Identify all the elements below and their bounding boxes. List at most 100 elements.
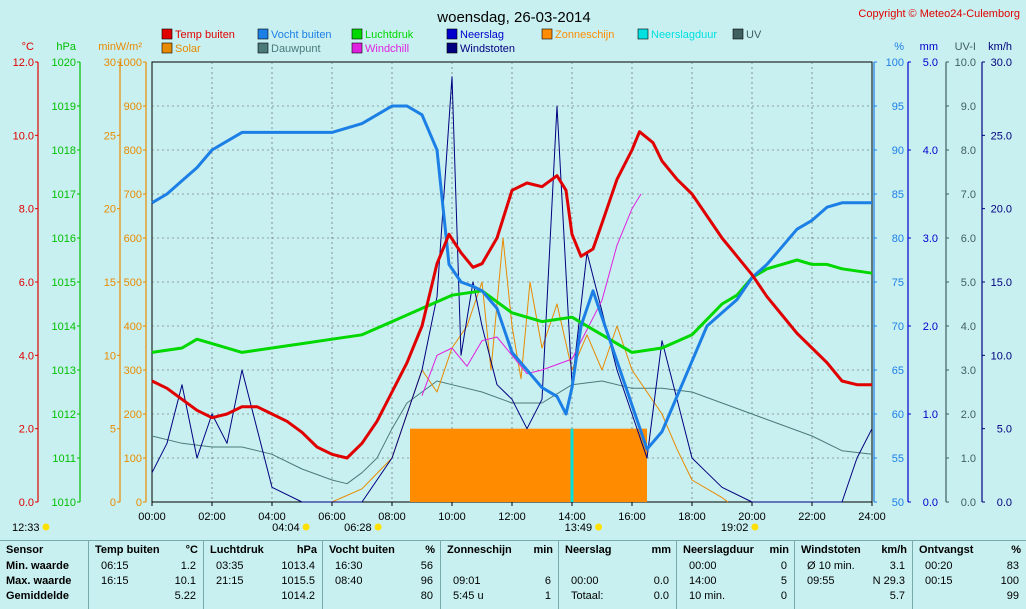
bar-neerslagduur <box>570 428 574 502</box>
stats-row: 21:15 1015.5 <box>204 575 323 589</box>
left-axis-tick-label: 0 <box>110 497 116 509</box>
right-axis-tick-label: 6.0 <box>961 233 976 245</box>
stats-unit: % <box>425 544 435 556</box>
stats-value: N 29.3 <box>872 575 905 587</box>
stats-row: 80 <box>323 590 441 604</box>
right-axis-tick-label: 5.0 <box>923 57 938 69</box>
stats-row: 14:00 5 <box>677 575 795 589</box>
stats-row: 06:15 1.2 <box>89 560 204 574</box>
stats-label: 00:00 <box>689 560 717 572</box>
right-axis-tick-label: 7.0 <box>961 189 976 201</box>
stats-header: Neerslagduur <box>683 544 754 556</box>
stats-column: Neerslagduur min 00:00 0 14:00 5 10 min. 0 <box>676 541 795 609</box>
x-axis-tick-label: 16:00 <box>618 511 646 523</box>
left-axis-tick-label: 400 <box>124 321 142 333</box>
stats-label: 5:45 u <box>453 590 484 602</box>
right-axis-tick-label: 8.0 <box>961 145 976 157</box>
left-axis-tick-label: 1012 <box>52 409 76 421</box>
stats-label: Ø 10 min. <box>807 560 855 572</box>
left-axis-tick-label: 600 <box>124 233 142 245</box>
stats-unit: mm <box>651 544 671 556</box>
left-axis-tick-label: 1016 <box>52 233 76 245</box>
bar-zonneschijn <box>410 428 449 502</box>
stats-unit: min <box>533 544 553 556</box>
right-axis-tick-label: 80 <box>892 233 904 245</box>
x-axis-tick-label: 14:00 <box>558 511 586 523</box>
stats-header: Temp buiten <box>95 544 160 556</box>
stats-column: Zonneschijn min 09:01 6 5:45 u 1 <box>440 541 559 609</box>
stats-label: 16:15 <box>101 575 129 587</box>
stats-row: 5.7 <box>795 590 913 604</box>
stats-value: 10.1 <box>174 575 196 587</box>
sun-time-label: 19:02 <box>721 522 749 534</box>
left-axis-unit: °C <box>22 41 34 53</box>
chart-legend: Temp buiten Vocht buiten Luchtdruk Neerslag… <box>161 28 762 55</box>
right-axis-tick-label: 65 <box>892 365 904 377</box>
right-axis-tick-label: 0.0 <box>997 497 1012 509</box>
legend-swatch-uv <box>732 28 744 40</box>
stats-label: 09:55 <box>807 575 835 587</box>
stats-row: 03:35 1013.4 <box>204 560 323 574</box>
stats-row <box>559 560 677 574</box>
x-axis-tick-label: 20:00 <box>738 511 766 523</box>
stats-column: Windstoten km/h Ø 10 min. 3.1 09:55 N 29.3 5.7 <box>794 541 913 609</box>
x-axis-tick-label: 00:00 <box>138 511 166 523</box>
stats-value: 1014.2 <box>281 590 315 602</box>
left-axis-unit: min <box>98 41 116 53</box>
chart-axes: °C 0.0 2.0 4.0 6.0 8.0 10.0 12.0 hPa 1010 1011 1012… <box>13 41 1012 509</box>
right-axis-tick-label: 2.0 <box>961 409 976 421</box>
left-axis-tick-label: 2.0 <box>19 424 34 436</box>
legend-swatch-neerslagduur <box>637 28 649 40</box>
x-axis-tick-label: 18:00 <box>678 511 706 523</box>
left-axis-tick-label: 6.0 <box>19 277 34 289</box>
stats-unit: °C <box>185 544 198 556</box>
stats-row: 00:00 0 <box>677 560 795 574</box>
sun-icon <box>751 523 759 531</box>
copyright-link[interactable]: Copyright © Meteo24-Culemborg <box>858 8 1020 20</box>
stats-header: Vocht buiten <box>329 544 395 556</box>
left-axis-tick-label: 300 <box>124 365 142 377</box>
stats-value: 1.2 <box>180 560 196 572</box>
legend-label-luchtdruk: Luchtdruk <box>365 29 414 41</box>
stats-column: Neerslag mm 00:00 0.0 Totaal: 0.0 <box>558 541 677 609</box>
stats-value: 0.0 <box>653 575 669 587</box>
left-axis-tick-label: 8.0 <box>19 204 34 216</box>
stats-row: Totaal: 0.0 <box>559 590 677 604</box>
stats-label: 16:30 <box>335 560 363 572</box>
stats-row: Ø 10 min. 3.1 <box>795 560 913 574</box>
bar-zonneschijn <box>512 428 542 502</box>
stats-value: 1013.4 <box>281 560 315 572</box>
stats-label: Max. waarde <box>6 575 72 587</box>
stats-row: Max. waarde <box>0 575 88 589</box>
stats-unit: min <box>769 544 789 556</box>
right-axis-tick-label: 5.0 <box>961 277 976 289</box>
sun-icon <box>595 523 603 531</box>
left-axis-tick-label: 0 <box>136 497 142 509</box>
right-axis-tick-label: 4.0 <box>961 321 976 333</box>
legend-swatch-dauwpunt <box>257 42 269 54</box>
stats-label: Min. waarde <box>6 560 69 572</box>
x-axis-tick-label: 04:00 <box>258 511 286 523</box>
left-axis-tick-label: 700 <box>124 189 142 201</box>
series-line-vocht-buiten <box>151 104 872 451</box>
stats-value: 5.22 <box>174 590 196 602</box>
legend-label-vocht: Vocht buiten <box>271 29 332 41</box>
stats-value: 6 <box>544 575 551 587</box>
stats-value: 56 <box>420 560 433 572</box>
left-axis-tick-label: 1017 <box>52 189 76 201</box>
left-axis-tick-label: 20 <box>104 204 116 216</box>
series-line-luchtdruk <box>151 258 873 354</box>
right-axis-tick-label: 5.0 <box>997 424 1012 436</box>
left-axis-tick-label: 1014 <box>52 321 76 333</box>
stats-column: Temp buiten °C 06:15 1.2 16:15 10.1 5.22 <box>88 541 204 609</box>
stats-column: Sensor Min. waarde Max. waarde Gemiddelde <box>0 541 88 609</box>
legend-swatch-windchill <box>351 42 363 54</box>
legend-swatch-windstoten <box>446 42 458 54</box>
stats-value: 5 <box>780 575 787 587</box>
right-axis-tick-label: 25.0 <box>991 130 1012 142</box>
stats-row: 09:01 6 <box>441 575 559 589</box>
stats-value: 0.0 <box>653 590 669 602</box>
stats-header: Sensor <box>6 544 44 556</box>
stats-label: Gemiddelde <box>6 590 69 602</box>
right-axis-tick-label: 100 <box>886 57 904 69</box>
